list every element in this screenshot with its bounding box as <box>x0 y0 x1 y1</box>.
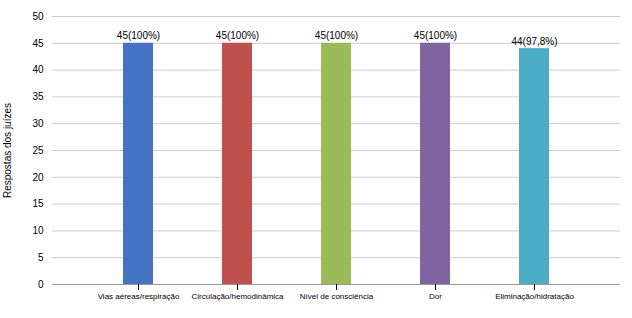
svg-text:5: 5 <box>38 252 44 263</box>
svg-text:Nível de consciência: Nível de consciência <box>300 292 374 301</box>
svg-text:20: 20 <box>32 172 44 183</box>
svg-text:30: 30 <box>32 118 44 129</box>
svg-text:Vias aéreas/respiração: Vias aéreas/respiração <box>98 292 180 301</box>
svg-text:Respostas dos juízes: Respostas dos juízes <box>2 103 13 198</box>
svg-text:40: 40 <box>32 64 44 75</box>
svg-text:15: 15 <box>32 198 44 209</box>
svg-text:45(100%): 45(100%) <box>414 30 457 41</box>
svg-text:45(100%): 45(100%) <box>216 30 259 41</box>
svg-text:45(100%): 45(100%) <box>315 30 358 41</box>
svg-text:Dor: Dor <box>429 292 442 301</box>
svg-text:Circulação/hemodinâmica: Circulação/hemodinâmica <box>191 292 284 301</box>
svg-text:35: 35 <box>32 91 44 102</box>
svg-text:50: 50 <box>32 11 44 22</box>
svg-text:0: 0 <box>38 279 44 290</box>
svg-text:45: 45 <box>32 38 44 49</box>
svg-text:45(100%): 45(100%) <box>117 30 160 41</box>
svg-text:44(97,8%): 44(97,8%) <box>511 36 557 47</box>
svg-text:Eliminação/hidratação: Eliminação/hidratação <box>495 292 574 301</box>
svg-text:10: 10 <box>32 225 44 236</box>
svg-text:25: 25 <box>32 145 44 156</box>
